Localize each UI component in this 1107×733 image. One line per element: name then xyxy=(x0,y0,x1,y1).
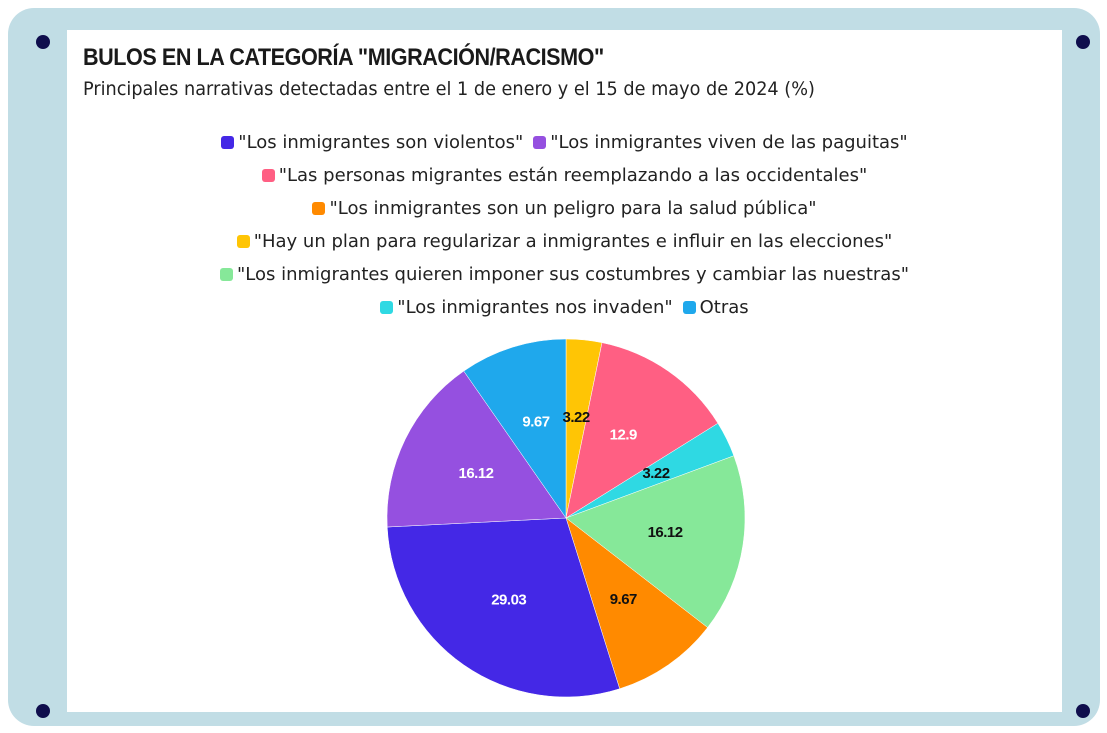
legend-swatch xyxy=(380,301,394,314)
pie-slice xyxy=(565,455,746,628)
corner-dot xyxy=(1076,35,1090,49)
legend-label: "Los inmigrantes nos invaden" xyxy=(397,297,673,318)
legend-item: "Hay un plan para regularizar a inmigran… xyxy=(236,231,893,252)
legend-swatch xyxy=(261,169,275,182)
legend-row: "Los inmigrantes son un peligro para la … xyxy=(67,192,1062,225)
data-label: 29.03 xyxy=(491,591,526,608)
legend-label: "Los inmigrantes viven de las paguitas" xyxy=(550,132,908,153)
chart-title: BULOS EN LA CATEGORÍA "MIGRACIÓN/RACISMO… xyxy=(83,44,604,71)
chart-subtitle: Principales narrativas detectadas entre … xyxy=(83,78,815,100)
pie-slice xyxy=(386,517,620,698)
data-label: 12.9 xyxy=(610,427,637,444)
data-label: 3.22 xyxy=(563,409,590,426)
pie-slice xyxy=(565,342,719,519)
corner-dot xyxy=(36,704,50,718)
legend-swatch xyxy=(682,301,696,314)
pie-slice xyxy=(463,338,567,519)
corner-dot xyxy=(36,35,50,49)
legend-item: "Los inmigrantes viven de las paguitas" xyxy=(533,132,908,153)
legend-row: "Los inmigrantes son violentos" "Los inmi… xyxy=(67,126,1062,159)
legend-row: "Las personas migrantes están reemplazan… xyxy=(67,159,1062,192)
legend-swatch xyxy=(312,202,326,215)
legend-swatch xyxy=(220,268,233,281)
legend-item: Otras xyxy=(682,297,749,318)
legend-item: "Los inmigrantes son un peligro para la … xyxy=(312,198,817,219)
legend: "Los inmigrantes son violentos" "Los inmi… xyxy=(67,126,1062,324)
legend-row: "Hay un plan para regularizar a inmigran… xyxy=(67,225,1062,258)
legend-row: "Los inmigrantes quieren imponer sus cos… xyxy=(67,258,1062,291)
data-label: 16.12 xyxy=(458,465,493,482)
legend-item: "Los inmigrantes son violentos" xyxy=(221,132,523,153)
legend-label: Otras xyxy=(699,297,749,318)
data-label: 9.67 xyxy=(522,413,549,430)
legend-swatch xyxy=(236,235,250,248)
legend-label: "Los inmigrantes quieren imponer sus cos… xyxy=(237,264,909,285)
legend-label: "Los inmigrantes son un peligro para la … xyxy=(329,198,817,219)
legend-label: "Hay un plan para regularizar a inmigran… xyxy=(253,231,893,252)
data-label: 3.22 xyxy=(642,465,669,482)
legend-label: "Los inmigrantes son violentos" xyxy=(238,132,524,153)
legend-item: "Las personas migrantes están reemplazan… xyxy=(261,165,868,186)
pie-slice xyxy=(386,370,567,528)
legend-item: "Los inmigrantes quieren imponer sus cos… xyxy=(220,264,909,285)
legend-swatch xyxy=(533,136,547,149)
corner-dot xyxy=(1076,704,1090,718)
data-label: 16.12 xyxy=(648,524,683,541)
data-label: 9.67 xyxy=(610,591,637,608)
legend-item: "Los inmigrantes nos invaden" xyxy=(380,297,673,318)
legend-label: "Las personas migrantes están reemplazan… xyxy=(278,165,868,186)
legend-swatch xyxy=(221,136,235,149)
pie-slice xyxy=(565,517,708,690)
legend-row: "Los inmigrantes nos invaden" Otras xyxy=(67,291,1062,324)
